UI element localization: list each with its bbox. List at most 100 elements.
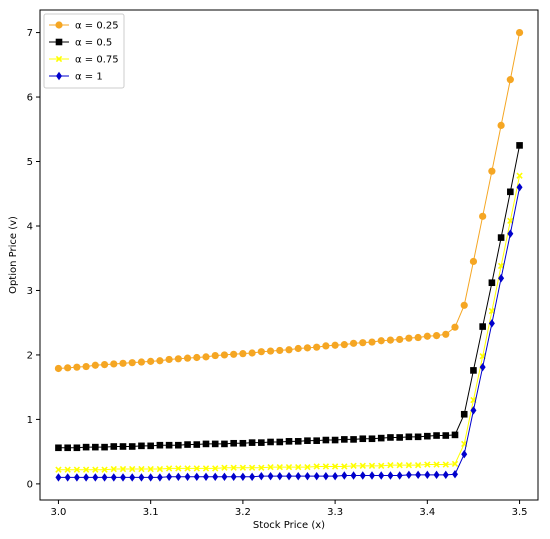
data-point xyxy=(55,473,62,482)
data-point xyxy=(110,465,117,473)
data-point xyxy=(368,435,376,443)
data-point xyxy=(322,436,330,444)
data-point xyxy=(266,347,275,355)
data-point xyxy=(239,350,247,358)
legend-swatch-marker xyxy=(55,21,63,29)
data-point xyxy=(129,465,136,473)
data-point xyxy=(184,465,191,472)
data-point xyxy=(506,76,514,84)
data-point xyxy=(359,339,367,347)
data-point xyxy=(359,471,366,480)
data-point xyxy=(230,472,237,481)
y-axis-label: Option Price (v) xyxy=(8,216,19,294)
data-point xyxy=(479,212,487,220)
data-point xyxy=(156,465,164,473)
data-point xyxy=(230,439,237,447)
data-point xyxy=(377,337,385,345)
data-point xyxy=(285,346,293,354)
data-point xyxy=(64,466,71,473)
data-point xyxy=(368,462,376,469)
data-point xyxy=(119,443,127,450)
legend: α = 0.25 α = 0.5 α = 0.75 α = 1 xyxy=(43,13,125,89)
data-point xyxy=(55,466,62,473)
data-point xyxy=(369,471,375,480)
data-point xyxy=(331,341,339,349)
data-point xyxy=(386,336,395,344)
data-point xyxy=(100,361,109,369)
data-point xyxy=(415,470,422,480)
data-point xyxy=(396,335,404,344)
data-point xyxy=(248,439,256,446)
data-point xyxy=(414,462,422,469)
data-point xyxy=(331,436,339,444)
data-point xyxy=(424,470,431,480)
data-point xyxy=(184,441,191,448)
x-tick-label: 3.3 xyxy=(327,507,343,518)
data-point xyxy=(451,323,459,331)
data-point xyxy=(101,473,108,482)
data-point xyxy=(442,432,450,439)
data-point xyxy=(248,349,256,357)
legend-swatch-marker xyxy=(56,71,62,81)
data-point xyxy=(73,444,81,452)
legend-label: α = 0.5 xyxy=(75,38,112,49)
data-point xyxy=(73,473,80,482)
data-point xyxy=(83,473,90,482)
data-point xyxy=(183,354,192,362)
data-point xyxy=(221,440,228,448)
data-point xyxy=(414,333,422,342)
data-point xyxy=(101,443,108,451)
data-point xyxy=(461,450,468,459)
data-point xyxy=(221,472,228,481)
data-point xyxy=(221,464,228,471)
data-point xyxy=(488,279,496,287)
data-point xyxy=(294,438,302,445)
data-point xyxy=(54,364,63,373)
data-point xyxy=(184,472,191,481)
data-point xyxy=(313,437,320,444)
data-point xyxy=(295,463,302,471)
data-point xyxy=(295,471,302,481)
data-point xyxy=(452,470,458,479)
legend-item: α = 0.25 xyxy=(49,21,119,32)
data-point xyxy=(387,471,394,480)
data-point xyxy=(304,471,311,481)
x-tick-label: 3.5 xyxy=(512,507,528,518)
data-point xyxy=(304,463,311,471)
data-point xyxy=(82,443,90,451)
data-point xyxy=(212,465,219,472)
data-point xyxy=(313,471,320,481)
series-1 xyxy=(54,28,524,373)
data-point xyxy=(396,471,403,480)
y-tick-label: 5 xyxy=(27,157,33,168)
data-point xyxy=(91,361,99,369)
data-point xyxy=(202,465,210,472)
data-point xyxy=(119,359,127,367)
axes-layer: 3.0 3.1 3.2 3.3 3.4 3.5 0 1 2 3 4 5 6 7 xyxy=(27,28,528,518)
data-point xyxy=(165,441,173,449)
data-point xyxy=(211,351,219,360)
data-point xyxy=(156,441,164,449)
data-point xyxy=(405,433,413,441)
data-point xyxy=(433,470,440,480)
data-point xyxy=(202,353,210,361)
data-point xyxy=(405,334,413,342)
data-point xyxy=(258,439,265,446)
x-tick-label: 3.2 xyxy=(235,507,251,518)
data-point xyxy=(507,229,514,238)
data-point xyxy=(165,355,173,364)
data-point xyxy=(110,360,118,368)
data-point xyxy=(433,432,440,439)
series-2 xyxy=(55,142,523,452)
data-point xyxy=(129,473,136,482)
data-point xyxy=(516,142,523,149)
data-point xyxy=(331,463,339,470)
data-point xyxy=(267,471,274,481)
data-point xyxy=(267,438,274,446)
data-point xyxy=(340,341,348,349)
data-point xyxy=(322,471,329,481)
data-point xyxy=(516,172,523,179)
data-point xyxy=(303,344,312,352)
data-point xyxy=(350,436,357,443)
data-point xyxy=(349,339,358,347)
